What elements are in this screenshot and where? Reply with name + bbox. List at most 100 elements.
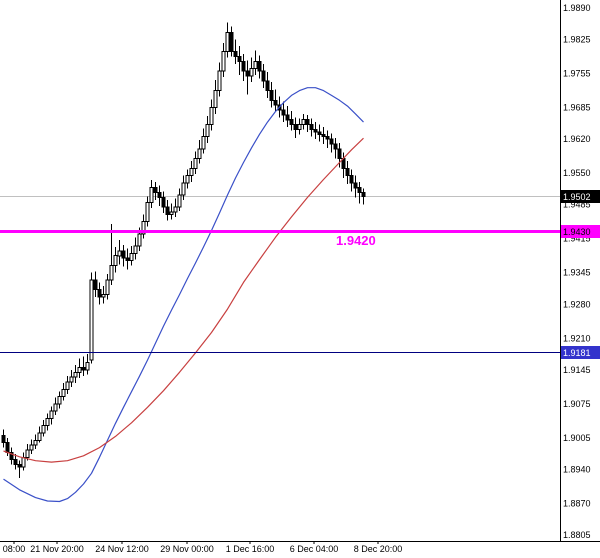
y-axis-label: 1.9755 bbox=[563, 69, 591, 79]
candle-body bbox=[97, 289, 102, 298]
candle-body bbox=[17, 464, 22, 468]
candle-body bbox=[197, 148, 202, 160]
x-axis-label: 21 Nov 20:00 bbox=[30, 544, 84, 554]
y-axis-label: 1.9620 bbox=[563, 134, 591, 144]
candle-body bbox=[189, 167, 194, 177]
candle-body bbox=[153, 187, 158, 194]
candle-body bbox=[313, 128, 318, 133]
x-axis-label: 24 Nov 12:00 bbox=[95, 544, 149, 554]
candle-body bbox=[5, 442, 10, 453]
candle-body bbox=[297, 124, 302, 130]
y-axis-label: 1.8940 bbox=[563, 464, 591, 474]
ma-fast-line bbox=[3, 87, 364, 503]
candle-body bbox=[93, 279, 98, 291]
candle-body bbox=[105, 279, 110, 296]
candle-body bbox=[329, 138, 334, 145]
y-axis-label: 1.9485 bbox=[563, 200, 591, 210]
candle-body bbox=[81, 366, 86, 371]
candle-body bbox=[233, 51, 238, 58]
candle-body bbox=[241, 60, 246, 72]
candle-body bbox=[77, 366, 82, 373]
candle-body bbox=[221, 51, 226, 72]
candle-body bbox=[69, 376, 74, 383]
y-axis-label: 1.9005 bbox=[563, 433, 591, 443]
candle-body bbox=[185, 175, 190, 184]
candle-body bbox=[209, 107, 214, 126]
candle-body bbox=[57, 396, 62, 405]
candle-body bbox=[357, 187, 362, 194]
candle-body bbox=[157, 192, 162, 199]
candle-body bbox=[161, 196, 166, 208]
candle-body bbox=[113, 255, 118, 266]
candle-body bbox=[37, 432, 42, 441]
candle-body bbox=[321, 133, 326, 138]
candle-body bbox=[33, 439, 38, 446]
x-axis-label: 1 Dec 16:00 bbox=[226, 544, 275, 554]
candle-body bbox=[265, 80, 270, 92]
y-axis-label: 1.9890 bbox=[563, 3, 591, 13]
price-badge bbox=[561, 190, 600, 203]
price-badge bbox=[561, 345, 600, 359]
candle-body bbox=[349, 175, 354, 184]
axes bbox=[0, 0, 600, 542]
candle-body bbox=[149, 187, 154, 203]
candle-body bbox=[25, 449, 30, 458]
y-axis-labels: 1.9890 1.9825 1.9755 1.9685 1.9620 1.9550 1.94… bbox=[563, 3, 591, 540]
candle-body bbox=[345, 167, 350, 177]
candle-body bbox=[85, 362, 90, 371]
price-badge bbox=[561, 224, 600, 238]
candle-body bbox=[217, 70, 222, 91]
x-axis-label: 29 Nov 00:00 bbox=[160, 544, 214, 554]
candle-body bbox=[13, 459, 18, 466]
y-axis-label: 1.9550 bbox=[563, 168, 591, 178]
candle-body bbox=[121, 250, 126, 259]
candle-body bbox=[1, 434, 6, 444]
candle-body bbox=[249, 68, 254, 77]
candle-body bbox=[137, 233, 142, 247]
candle-body bbox=[353, 182, 358, 189]
price-badges: 1.9502 1.9430 1.9181 bbox=[561, 190, 600, 359]
x-axis-label: 08:00 bbox=[3, 544, 26, 554]
candle-body bbox=[333, 143, 338, 150]
candle-body bbox=[65, 381, 70, 390]
y-axis-label: 1.9345 bbox=[563, 268, 591, 278]
candle-body bbox=[213, 90, 218, 109]
candle-body bbox=[261, 70, 266, 82]
x-axis-labels: 08:00 21 Nov 20:00 24 Nov 12:00 29 Nov 00:0… bbox=[3, 542, 403, 554]
y-axis-label: 1.9415 bbox=[563, 234, 591, 244]
candle-body bbox=[73, 371, 78, 378]
candle-body bbox=[49, 410, 54, 419]
candle-body bbox=[89, 279, 94, 361]
candle-body bbox=[285, 114, 290, 121]
candle-body bbox=[61, 388, 66, 398]
price-badge-label: 1.9430 bbox=[563, 227, 591, 237]
candle-body bbox=[45, 417, 50, 427]
price-badge-label: 1.9502 bbox=[563, 192, 591, 202]
candle-body bbox=[293, 124, 298, 130]
y-axis-label: 1.9825 bbox=[563, 35, 591, 45]
hlines-above bbox=[0, 229, 600, 353]
ma-slow-line bbox=[3, 137, 364, 463]
candle-body bbox=[181, 182, 186, 196]
candle-body bbox=[117, 250, 122, 257]
candle-body bbox=[9, 451, 14, 461]
candle-body bbox=[125, 257, 130, 262]
x-axis-label: 6 Dec 04:00 bbox=[290, 544, 339, 554]
y-axis-label: 1.9280 bbox=[563, 299, 591, 309]
candle-body bbox=[101, 294, 106, 298]
candle-body bbox=[225, 31, 230, 53]
candle-body bbox=[325, 136, 330, 140]
candle-body bbox=[269, 90, 274, 101]
candle-body bbox=[205, 124, 210, 138]
candle-body bbox=[253, 60, 258, 70]
candle-body bbox=[229, 31, 234, 53]
candle-body bbox=[109, 264, 114, 281]
x-axis-label: 8 Dec 20:00 bbox=[354, 544, 403, 554]
candle-body bbox=[317, 131, 322, 135]
candle-body bbox=[309, 124, 314, 130]
candle-body bbox=[257, 60, 262, 72]
candle-body bbox=[201, 136, 206, 150]
candle-body bbox=[281, 109, 286, 116]
